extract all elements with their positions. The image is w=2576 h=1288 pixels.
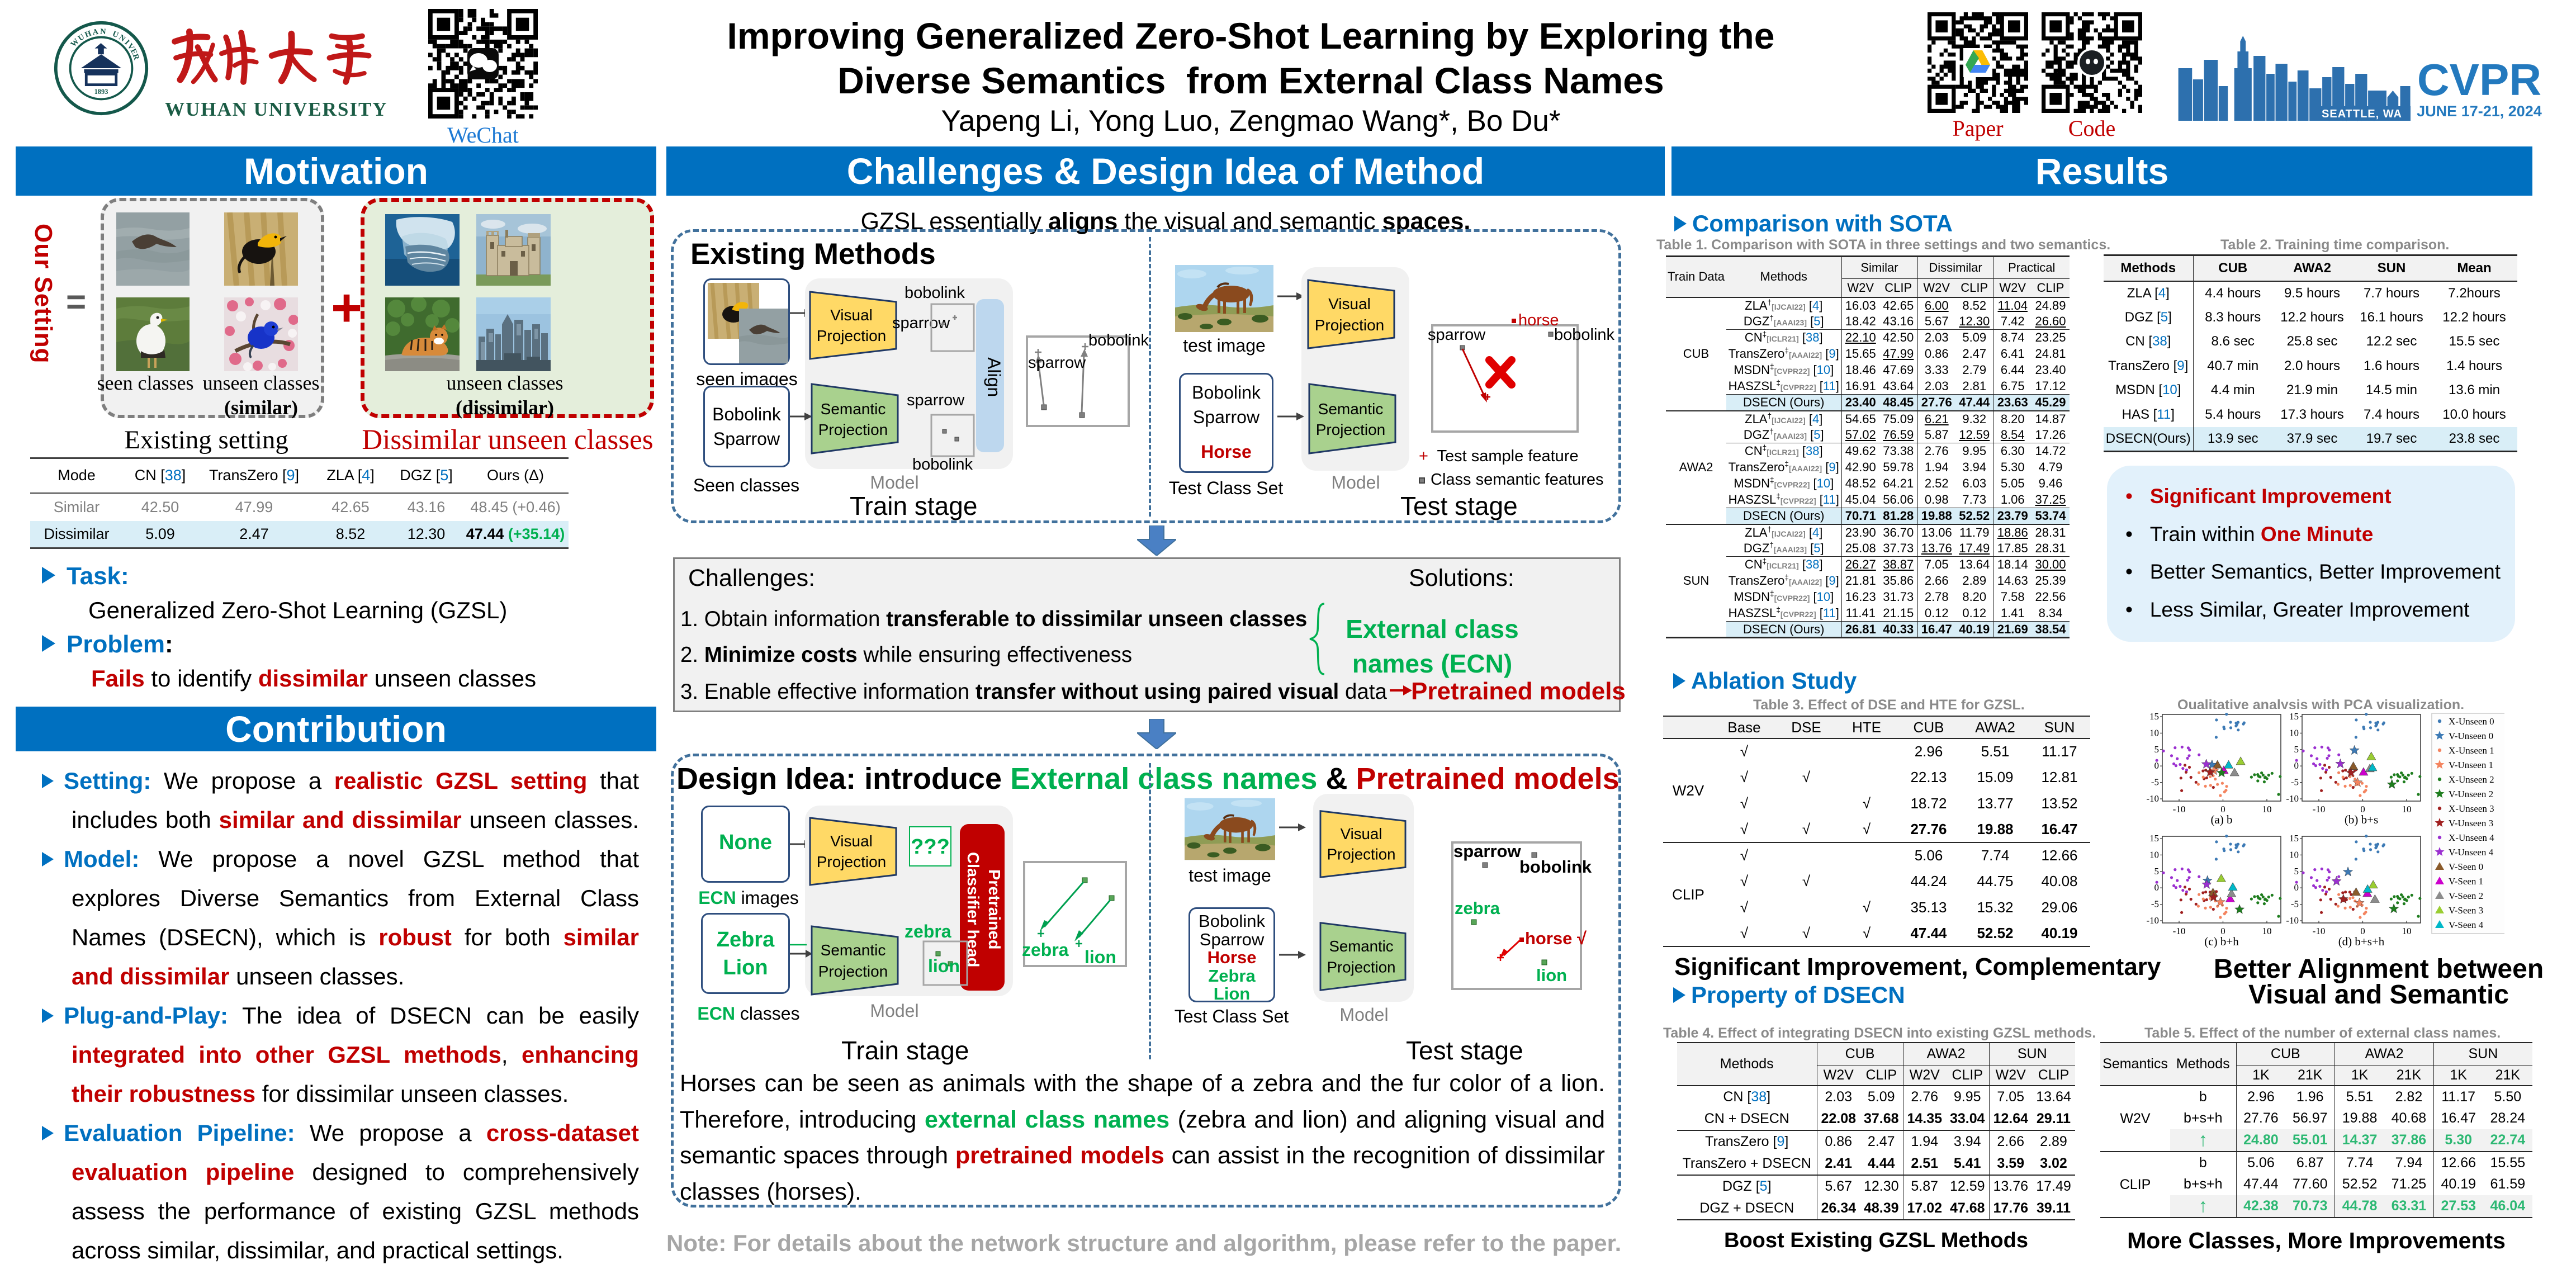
svg-text:X-Unseen 0: X-Unseen 0 xyxy=(2449,716,2494,727)
svg-text:Projection: Projection xyxy=(817,853,887,870)
svg-text:V-Seen 2: V-Seen 2 xyxy=(2449,891,2483,901)
svg-text:lion: lion xyxy=(1085,947,1116,967)
svg-text:0: 0 xyxy=(2154,882,2160,893)
svg-text:CVPR: CVPR xyxy=(2417,55,2541,105)
svg-text:Visual: Visual xyxy=(1341,825,1382,842)
svg-text:5: 5 xyxy=(2154,744,2160,755)
svg-text:10: 10 xyxy=(2149,727,2159,738)
svg-text:sparrow: sparrow xyxy=(1453,841,1521,861)
svg-text:Projection: Projection xyxy=(1316,421,1386,438)
svg-text:-5: -5 xyxy=(2291,899,2299,910)
svg-text:5: 5 xyxy=(2154,866,2160,877)
svg-text:sparrow: sparrow xyxy=(1428,326,1486,344)
svg-text:-10: -10 xyxy=(2146,793,2159,804)
svg-text:X-Unseen 4: X-Unseen 4 xyxy=(2449,832,2494,843)
svg-text:-10: -10 xyxy=(2286,793,2299,804)
svg-text:0: 0 xyxy=(2360,926,2365,936)
svg-text:(c) b+h: (c) b+h xyxy=(2204,935,2239,948)
svg-text:V-Seen 0: V-Seen 0 xyxy=(2449,861,2483,872)
svg-text:10: 10 xyxy=(2289,727,2299,738)
svg-text:N: N xyxy=(100,27,107,37)
svg-text:(b) b+s: (b) b+s xyxy=(2345,813,2378,826)
svg-text:Visual: Visual xyxy=(830,306,873,324)
svg-text:0: 0 xyxy=(2154,760,2160,771)
svg-text:V-Seen 1: V-Seen 1 xyxy=(2449,876,2483,887)
svg-text:15: 15 xyxy=(2289,833,2299,844)
svg-text:Visual: Visual xyxy=(1328,295,1371,312)
svg-text:JUNE 17-21, 2024: JUNE 17-21, 2024 xyxy=(2417,103,2542,120)
svg-text:0: 0 xyxy=(2360,804,2365,815)
svg-text:-10: -10 xyxy=(2313,804,2326,815)
svg-text:(a) b: (a) b xyxy=(2210,813,2232,826)
svg-text:bobolink: bobolink xyxy=(1088,332,1149,349)
svg-text:-10: -10 xyxy=(2173,804,2186,815)
svg-text:Visual: Visual xyxy=(830,832,873,850)
svg-text:V-Unseen 2: V-Unseen 2 xyxy=(2449,789,2493,799)
svg-text:-10: -10 xyxy=(2313,926,2326,936)
svg-text:H: H xyxy=(84,29,93,40)
svg-text:X-Unseen 1: X-Unseen 1 xyxy=(2449,745,2494,756)
svg-text:V-Unseen 1: V-Unseen 1 xyxy=(2449,760,2493,770)
svg-text:Projection: Projection xyxy=(817,327,887,344)
svg-text:V-Unseen 3: V-Unseen 3 xyxy=(2449,818,2493,828)
svg-text:0: 0 xyxy=(2220,926,2225,936)
svg-text:15: 15 xyxy=(2149,711,2159,722)
svg-text:Projection: Projection xyxy=(818,963,888,980)
svg-text:15: 15 xyxy=(2149,833,2159,844)
svg-text:-5: -5 xyxy=(2151,777,2159,788)
svg-text:-10: -10 xyxy=(2286,915,2299,926)
svg-text:Semantic: Semantic xyxy=(1318,400,1384,418)
svg-text:zebra: zebra xyxy=(1455,898,1500,918)
svg-text:V-Unseen 0: V-Unseen 0 xyxy=(2449,731,2493,741)
svg-text:horse: horse xyxy=(1518,313,1559,329)
svg-text:zebra: zebra xyxy=(1022,940,1069,960)
svg-text:horse √: horse √ xyxy=(1525,929,1587,948)
svg-text:V-Seen 3: V-Seen 3 xyxy=(2449,905,2483,916)
svg-text:sparrow: sparrow xyxy=(1028,354,1086,372)
svg-text:lion: lion xyxy=(1536,965,1567,985)
svg-text:-5: -5 xyxy=(2151,899,2159,910)
svg-text:Semantic: Semantic xyxy=(1329,937,1393,955)
svg-text:10: 10 xyxy=(2262,926,2272,936)
svg-text:A: A xyxy=(92,27,99,37)
svg-text:(d) b+s+h: (d) b+s+h xyxy=(2338,935,2385,948)
svg-text:X-Unseen 2: X-Unseen 2 xyxy=(2449,774,2494,785)
svg-text:-10: -10 xyxy=(2173,926,2186,936)
svg-text:Semantic: Semantic xyxy=(821,400,886,418)
svg-text:5: 5 xyxy=(2294,744,2299,755)
svg-text:-10: -10 xyxy=(2146,915,2159,926)
svg-text:0: 0 xyxy=(2220,804,2225,815)
svg-text:10: 10 xyxy=(2149,849,2159,860)
svg-text:10: 10 xyxy=(2402,804,2412,815)
svg-text:Projection: Projection xyxy=(818,421,888,438)
svg-text:bobolink: bobolink xyxy=(1554,326,1615,344)
svg-text:0: 0 xyxy=(2294,882,2299,893)
svg-text:15: 15 xyxy=(2289,711,2299,722)
svg-text:0: 0 xyxy=(2294,760,2299,771)
svg-text:10: 10 xyxy=(2402,926,2412,936)
svg-text:V-Unseen 4: V-Unseen 4 xyxy=(2449,847,2494,858)
svg-text:1893: 1893 xyxy=(94,88,108,96)
svg-text:X-Unseen 3: X-Unseen 3 xyxy=(2449,803,2494,814)
svg-text:10: 10 xyxy=(2289,849,2299,860)
svg-text:-5: -5 xyxy=(2291,777,2299,788)
svg-text:5: 5 xyxy=(2294,866,2299,877)
svg-text:SEATTLE, WA: SEATTLE, WA xyxy=(2322,108,2402,120)
svg-text:10: 10 xyxy=(2262,804,2272,815)
svg-text:Semantic: Semantic xyxy=(821,941,886,959)
svg-text:V-Seen 4: V-Seen 4 xyxy=(2449,920,2484,930)
svg-text:bobolink: bobolink xyxy=(1519,857,1592,877)
svg-text:Projection: Projection xyxy=(1327,846,1396,863)
svg-text:Projection: Projection xyxy=(1315,316,1385,334)
svg-text:Projection: Projection xyxy=(1327,959,1396,976)
